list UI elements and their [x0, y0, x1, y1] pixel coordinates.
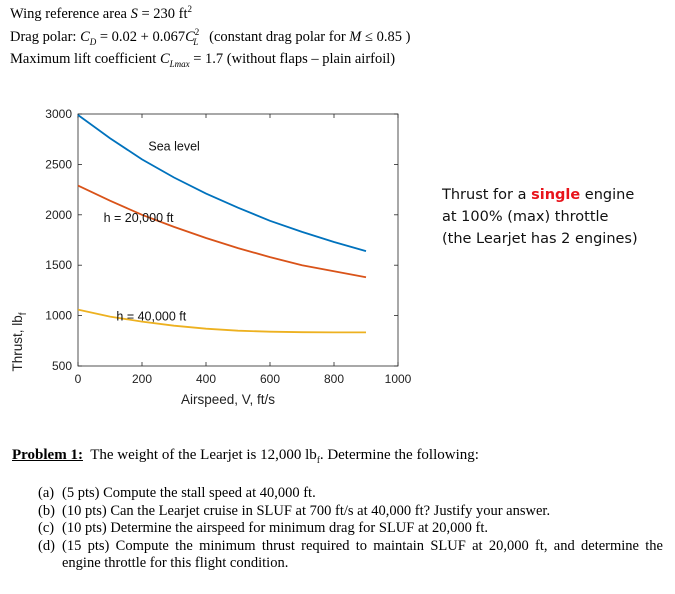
- wing-area-value: = 230 ft: [137, 6, 188, 22]
- x-tick-label: 0: [75, 372, 82, 386]
- problem-part: (c) (10 pts) Determine the airspeed for m…: [38, 520, 663, 538]
- problem-parts: (a) (5 pts) Compute the stall speed at 40…: [38, 485, 663, 573]
- drag-polar-label: Drag polar:: [10, 29, 77, 45]
- thrust-note-text-b: engine: [580, 187, 635, 203]
- lift-coefficient-symbol: C: [185, 29, 195, 45]
- curve-annotation: h = 40,000 ft: [116, 310, 186, 324]
- y-axis-label-group: Thrust, lbf: [10, 312, 29, 371]
- part-text: (15 pts) Compute the minimum thrust requ…: [62, 537, 663, 572]
- y-tick-label: 1000: [45, 309, 72, 323]
- clmax-symbol: C: [159, 51, 170, 67]
- thrust-note-line-2: at 100% (max) throttle: [442, 209, 609, 225]
- part-text: (10 pts) Determine the airspeed for mini…: [62, 520, 489, 536]
- mach-condition: ≤ 0.85 ): [361, 29, 411, 45]
- part-label: (c): [38, 520, 55, 536]
- thrust-note-highlight: single: [531, 187, 581, 203]
- problem-part: (a) (5 pts) Compute the stall speed at 40…: [38, 485, 663, 503]
- problem-title: Problem 1:: [12, 447, 83, 463]
- y-tick-label: 3000: [45, 107, 72, 121]
- clmax-subscript: Lmax: [169, 58, 190, 69]
- part-text: (5 pts) Compute the stall speed at 40,00…: [62, 485, 316, 501]
- thrust-chart: Thrust, lbf 0 200 400 600 800 1000 500 1000 1500…: [10, 107, 412, 407]
- clmax-line: Maximum lift coefficient CLmax = 1.7 (wi…: [10, 51, 395, 68]
- wing-area-symbol: S: [130, 6, 138, 22]
- thrust-note-line-1: Thrust for a single engine: [442, 184, 672, 206]
- x-tick-label: 800: [324, 372, 344, 386]
- series-line: [77, 114, 367, 252]
- problem-text-end: . Determine the following:: [319, 447, 479, 463]
- x-tick-label: 200: [132, 372, 152, 386]
- problem-statement: Problem 1: The weight of the Learjet is …: [12, 447, 479, 465]
- clmax-label: Maximum lift coefficient: [10, 51, 157, 67]
- wing-area-line: Wing reference area S = 230 ft2: [10, 4, 192, 23]
- x-tick-label: 600: [260, 372, 280, 386]
- x-tick-label: 400: [196, 372, 216, 386]
- drag-coefficient-symbol: C: [80, 29, 90, 45]
- y-tick-label: 1500: [45, 258, 72, 272]
- lift-coefficient-exponent: 2: [194, 27, 200, 38]
- mach-symbol: M: [349, 29, 362, 45]
- y-tick-label: 500: [52, 359, 72, 373]
- y-axis-label: Thrust, lbf: [10, 312, 29, 371]
- x-axis-label: Airspeed, V, ft/s: [181, 392, 275, 407]
- problem-text-subscript: f: [316, 455, 320, 465]
- problem-part: (b) (10 pts) Can the Learjet cruise in SL…: [38, 503, 663, 521]
- clmax-value: = 1.7 (without flaps – plain airfoil): [189, 51, 396, 67]
- plot-area: 0 200 400 600 800 1000 500 1000 1500 2000 2500 3000…: [45, 107, 411, 407]
- drag-polar-line: Drag polar: CD = 0.02 + 0.067C2L (consta…: [10, 27, 411, 47]
- wing-area-label: Wing reference area: [10, 6, 127, 22]
- drag-coefficient-subscript: D: [89, 36, 97, 47]
- x-tick-label: 1000: [385, 372, 412, 386]
- thrust-note: Thrust for a single engine at 100% (max)…: [442, 184, 672, 250]
- part-label: (a): [38, 485, 55, 501]
- curve-annotation: h = 20,000 ft: [104, 211, 174, 225]
- plot-frame: [77, 113, 399, 367]
- curve-annotation: Sea level: [148, 139, 199, 153]
- drag-polar-equation: = 0.02 + 0.067: [96, 29, 186, 45]
- problem-part: (d) (15 pts) Compute the minimum thrust r…: [38, 538, 663, 573]
- thrust-note-line-3: (the Learjet has 2 engines): [442, 231, 638, 247]
- drag-polar-note: (constant drag polar for: [209, 29, 346, 45]
- wing-area-exponent: 2: [187, 4, 192, 15]
- thrust-note-text-a: Thrust for a: [442, 187, 532, 203]
- lift-coefficient-subscript: L: [193, 36, 199, 47]
- part-label: (b): [38, 502, 55, 519]
- part-label: (d): [38, 537, 55, 554]
- part-text: (10 pts) Can the Learjet cruise in SLUF …: [62, 502, 551, 519]
- y-tick-label: 2000: [45, 208, 72, 222]
- series-line: [77, 184, 367, 279]
- problem-text: The weight of the Learjet is 12,000 lb: [90, 447, 317, 463]
- series-line: [77, 308, 366, 334]
- y-tick-label: 2500: [45, 157, 72, 171]
